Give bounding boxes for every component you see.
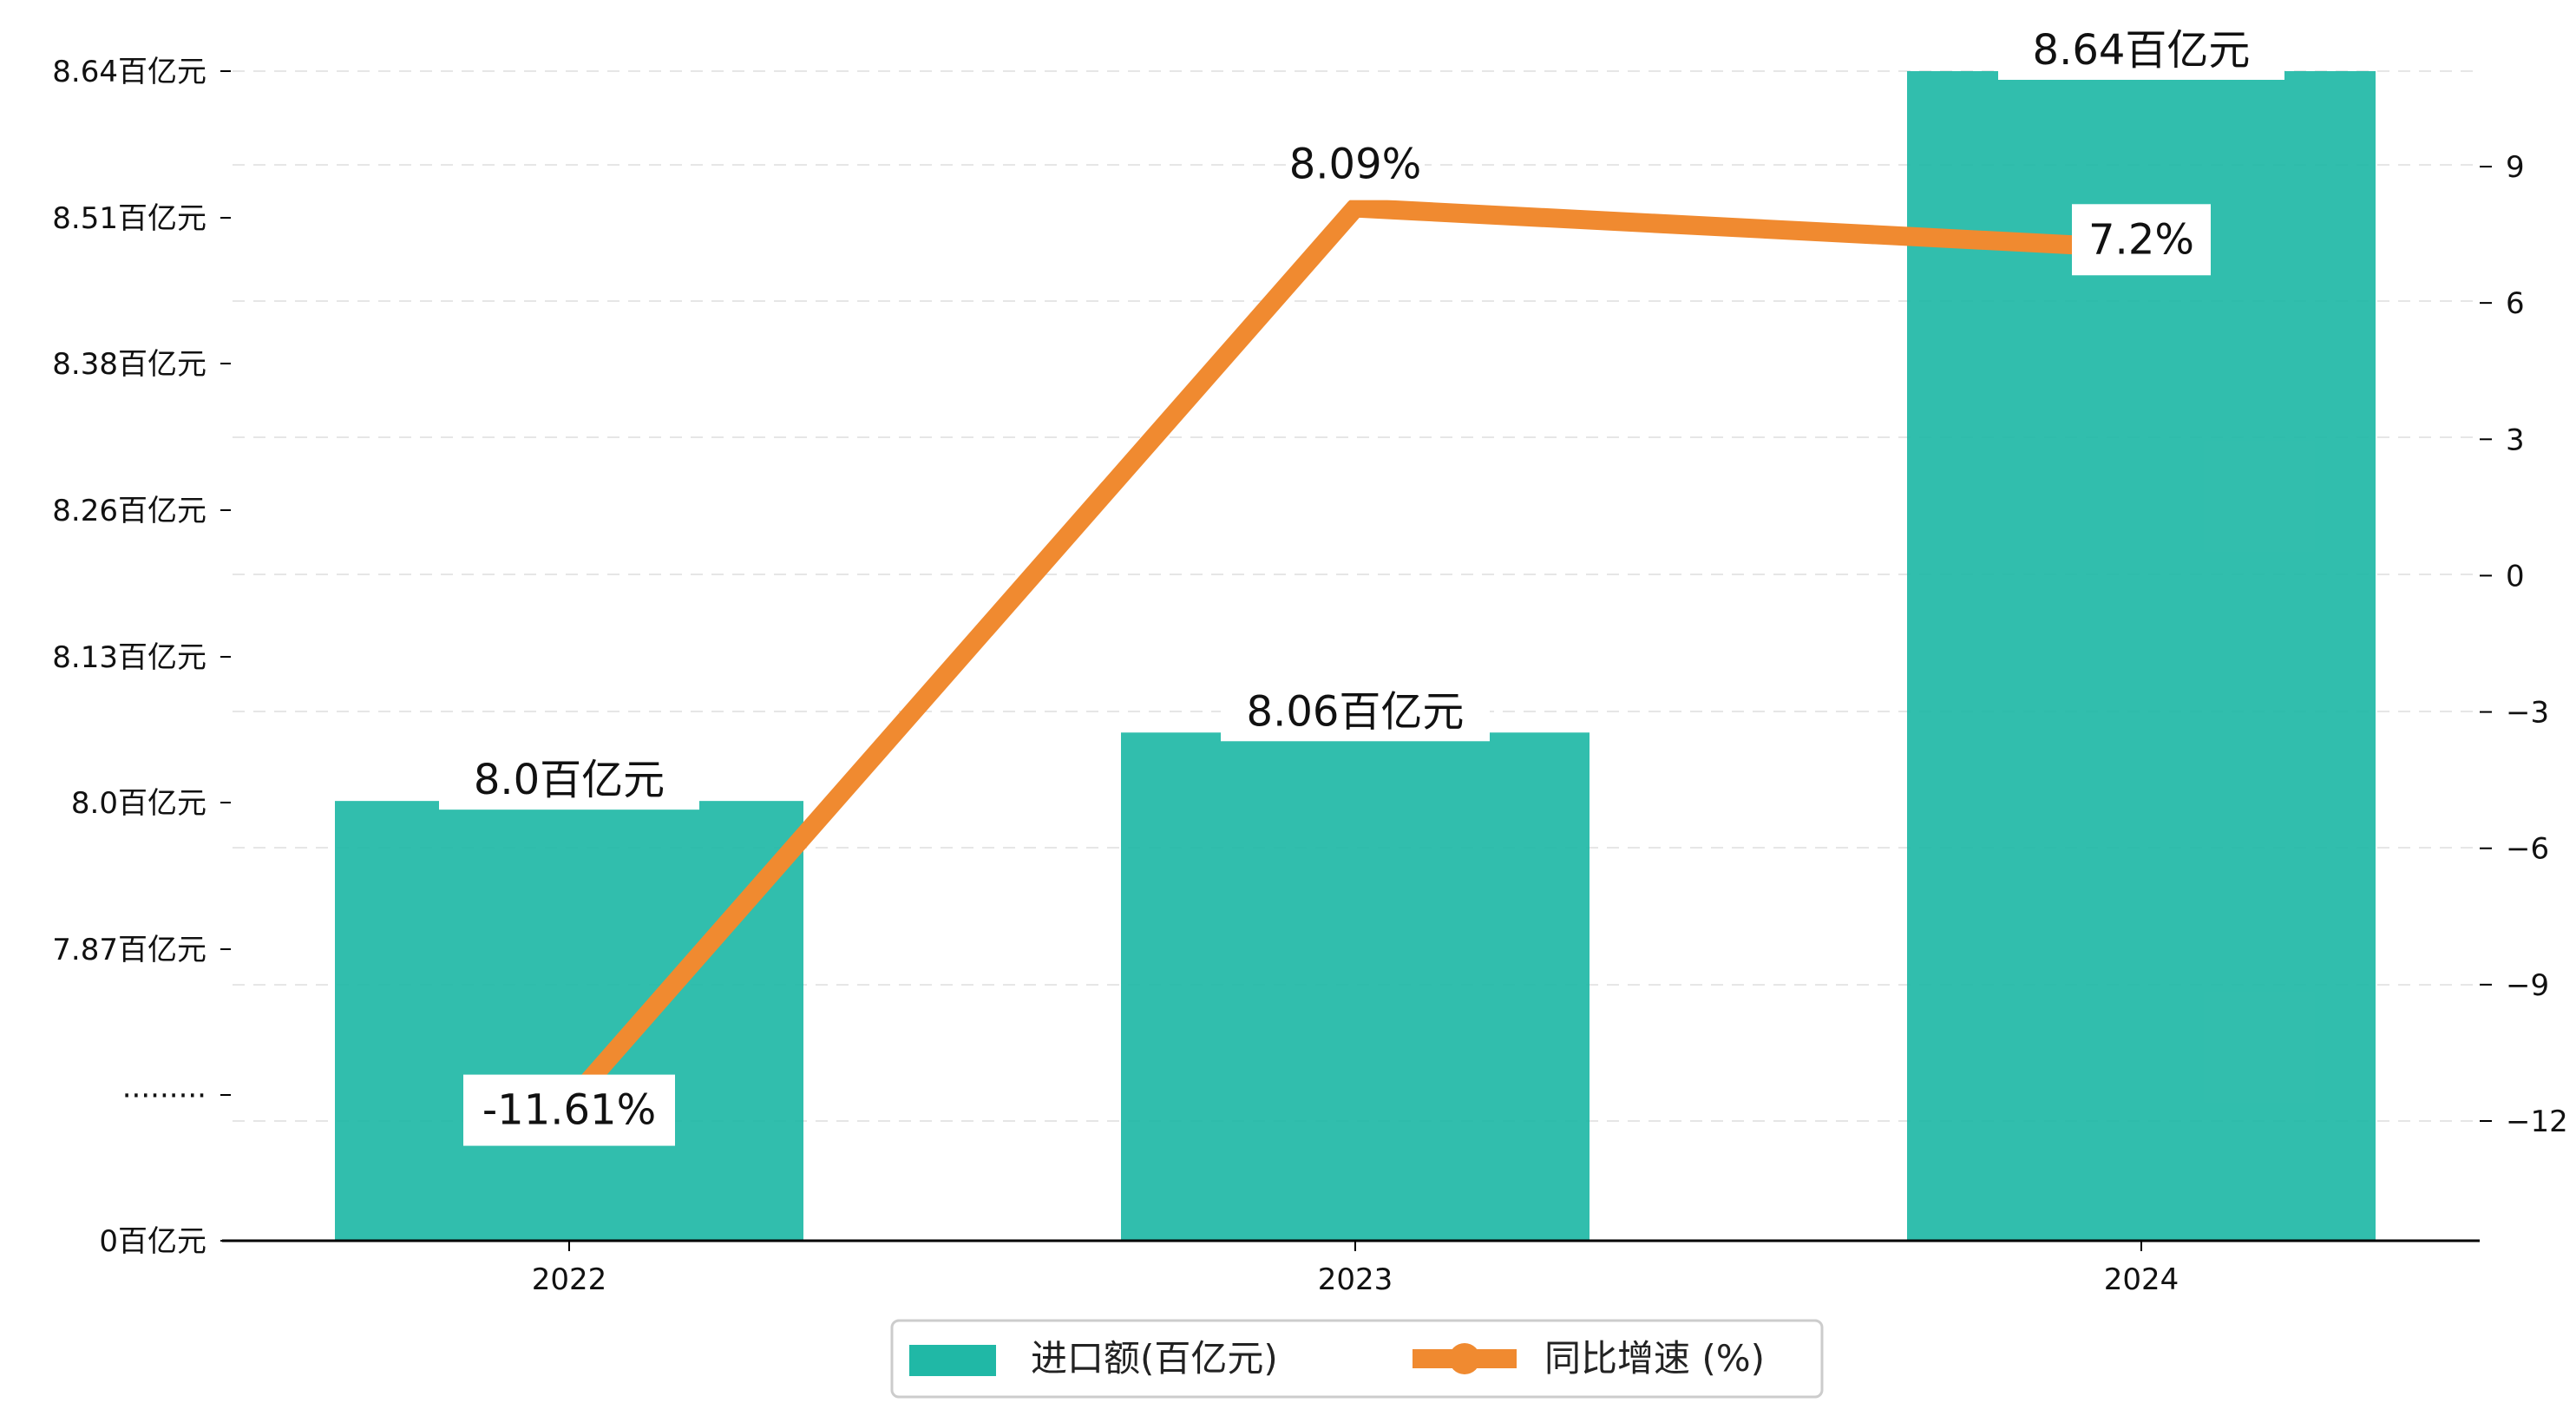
right-tick-label: 9 xyxy=(2506,150,2525,185)
line-value-label-2023: 8.09% xyxy=(1289,141,1421,189)
legend-bar-label: 进口额(百亿元) xyxy=(1031,1337,1278,1380)
left-tick-label: 0百亿元 xyxy=(99,1224,206,1259)
growth-line-path xyxy=(561,198,2142,1110)
bar-2022 xyxy=(335,801,803,1241)
bar-value-label-2022-box xyxy=(439,751,699,810)
left-tick-label: 8.0百亿元 xyxy=(71,786,206,821)
right-tick-label: 6 xyxy=(2506,286,2525,321)
bar-value-label-2024: 8.64百亿元 xyxy=(2033,26,2251,75)
bar-2023 xyxy=(1121,732,1590,1241)
bar-value-label-2022: 8.0百亿元 xyxy=(474,756,665,804)
right-tick-label: −12 xyxy=(2506,1105,2568,1139)
bar-value-label-2024-box xyxy=(1998,21,2284,80)
right-tick-label: −9 xyxy=(2506,968,2549,1003)
axes: 2022 2023 2024 0百亿元 ········· 7.87百亿元 8.0百亿元 8.… xyxy=(52,55,2567,1297)
bar-value-label-2023-box xyxy=(1221,682,1490,742)
legend-line-label: 同比增速 (%) xyxy=(1544,1337,1765,1380)
left-tick-label: 7.87百亿元 xyxy=(52,933,206,967)
legend-bar-swatch xyxy=(909,1345,996,1376)
left-tick-label: 8.38百亿元 xyxy=(52,347,206,382)
line-value-label-2024-box xyxy=(2072,204,2211,276)
line-value-label-2024: 7.2% xyxy=(2088,215,2194,264)
left-tick-label: 8.26百亿元 xyxy=(52,494,206,528)
right-tick-label: −6 xyxy=(2506,832,2549,867)
right-tick-label: 0 xyxy=(2506,559,2525,593)
x-tick-label-2022: 2022 xyxy=(532,1262,607,1297)
data-labels: 8.0百亿元 8.06百亿元 8.64百亿元 -11.61% 8.09% 7.2% xyxy=(439,21,2284,1146)
bar-value-label-2023: 8.06百亿元 xyxy=(1247,687,1465,736)
x-tick-label-2023: 2023 xyxy=(1318,1262,1393,1297)
line-value-label-2022: -11.61% xyxy=(482,1086,656,1135)
x-tick-label-2024: 2024 xyxy=(2104,1262,2179,1297)
left-tick-label: 8.64百亿元 xyxy=(52,55,206,89)
right-tick-label: 3 xyxy=(2506,423,2525,457)
legend-frame xyxy=(890,1319,1824,1399)
line-value-label-2022-box xyxy=(463,1074,675,1146)
left-tick-label: 8.51百亿元 xyxy=(52,201,206,236)
left-tick-label: 8.13百亿元 xyxy=(52,640,206,675)
growth-line xyxy=(561,198,2142,1110)
line-value-label-2023-box xyxy=(1286,128,1425,200)
right-tick-label: −3 xyxy=(2506,696,2549,731)
legend-line-marker xyxy=(1449,1343,1480,1374)
left-tick-label: ········· xyxy=(122,1078,206,1113)
bars xyxy=(335,71,2376,1241)
legend: 进口额(百亿元) 同比增速 (%) xyxy=(890,1319,1824,1399)
